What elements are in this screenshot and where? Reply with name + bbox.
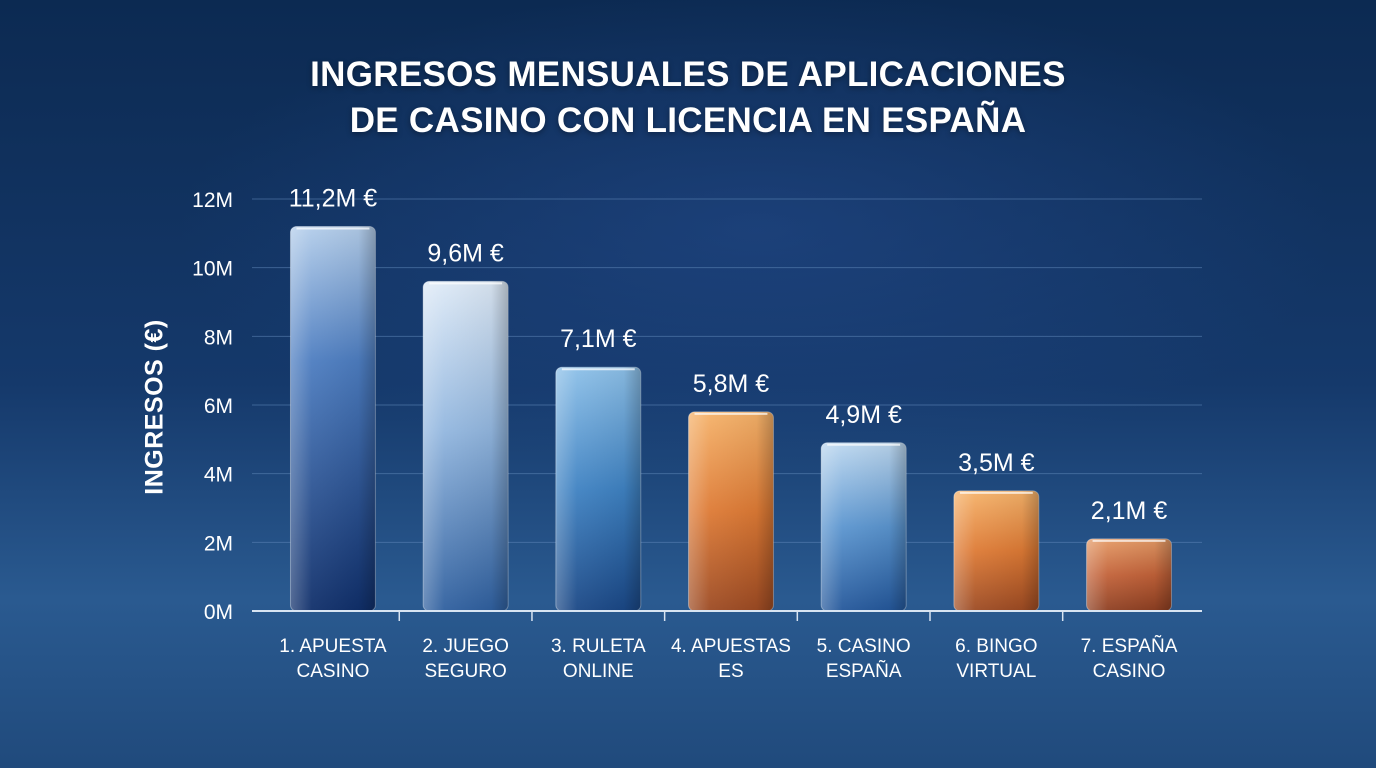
value-label: 7,1M € (560, 325, 637, 353)
category-label: ONLINE (563, 661, 634, 682)
value-label: 4,9M € (825, 401, 902, 429)
bar-highlight (290, 226, 376, 611)
bar-highlight (423, 281, 509, 611)
category-label: ES (718, 661, 743, 682)
y-axis-ticks: 0M 2M 4M 6M 8M 10M 12M (192, 189, 233, 624)
category-label: ESPAÑA (826, 660, 902, 682)
category-label: 3. RULETA (551, 636, 646, 657)
category-labels: 1. APUESTA CASINO 2. JUEGO SEGURO 3. RULETA O… (279, 635, 1177, 682)
bar-highlight (953, 490, 1039, 611)
bar-highlight (1086, 538, 1172, 611)
category-label: 5. CASINO (817, 636, 911, 657)
bar-highlight (688, 411, 774, 611)
category-label: CASINO (1093, 661, 1166, 682)
chart-title: INGRESOS MENSUALES DE APLICACIONES DE CA… (0, 52, 1376, 144)
category-label: 4. APUESTAS (671, 636, 791, 657)
y-tick-label: 2M (204, 532, 233, 555)
value-label: 2,1M € (1091, 497, 1168, 525)
y-tick-label: 12M (192, 189, 233, 212)
category-label: VIRTUAL (956, 661, 1036, 682)
bars (289, 225, 1172, 612)
category-label: CASINO (297, 661, 370, 682)
category-label: 6. BINGO (955, 636, 1037, 657)
value-label: 3,5M € (958, 449, 1035, 477)
category-label: SEGURO (424, 661, 506, 682)
y-tick-label: 4M (204, 464, 233, 487)
value-label: 5,8M € (693, 370, 770, 398)
chart-title-line-2: DE CASINO CON LICENCIA EN ESPAÑA (349, 101, 1027, 140)
value-labels: 11,2M € 9,6M € 7,1M € 5,8M € 4,9M € 3,5M € 2,1… (289, 184, 1168, 524)
value-label: 9,6M € (427, 239, 504, 267)
bar-highlight (821, 442, 907, 611)
y-tick-label: 8M (204, 326, 233, 349)
category-label: 1. APUESTA (279, 636, 387, 657)
x-axis (252, 610, 1202, 621)
bar-highlight (555, 367, 641, 611)
category-label: 7. ESPAÑA (1081, 635, 1178, 657)
chart-title-line-1: INGRESOS MENSUALES DE APLICACIONES (310, 55, 1066, 94)
y-tick-label: 0M (204, 601, 233, 624)
y-tick-label: 6M (204, 395, 233, 418)
value-label: 11,2M € (289, 184, 378, 212)
category-label: 2. JUEGO (422, 636, 509, 657)
y-tick-label: 10M (192, 258, 233, 281)
